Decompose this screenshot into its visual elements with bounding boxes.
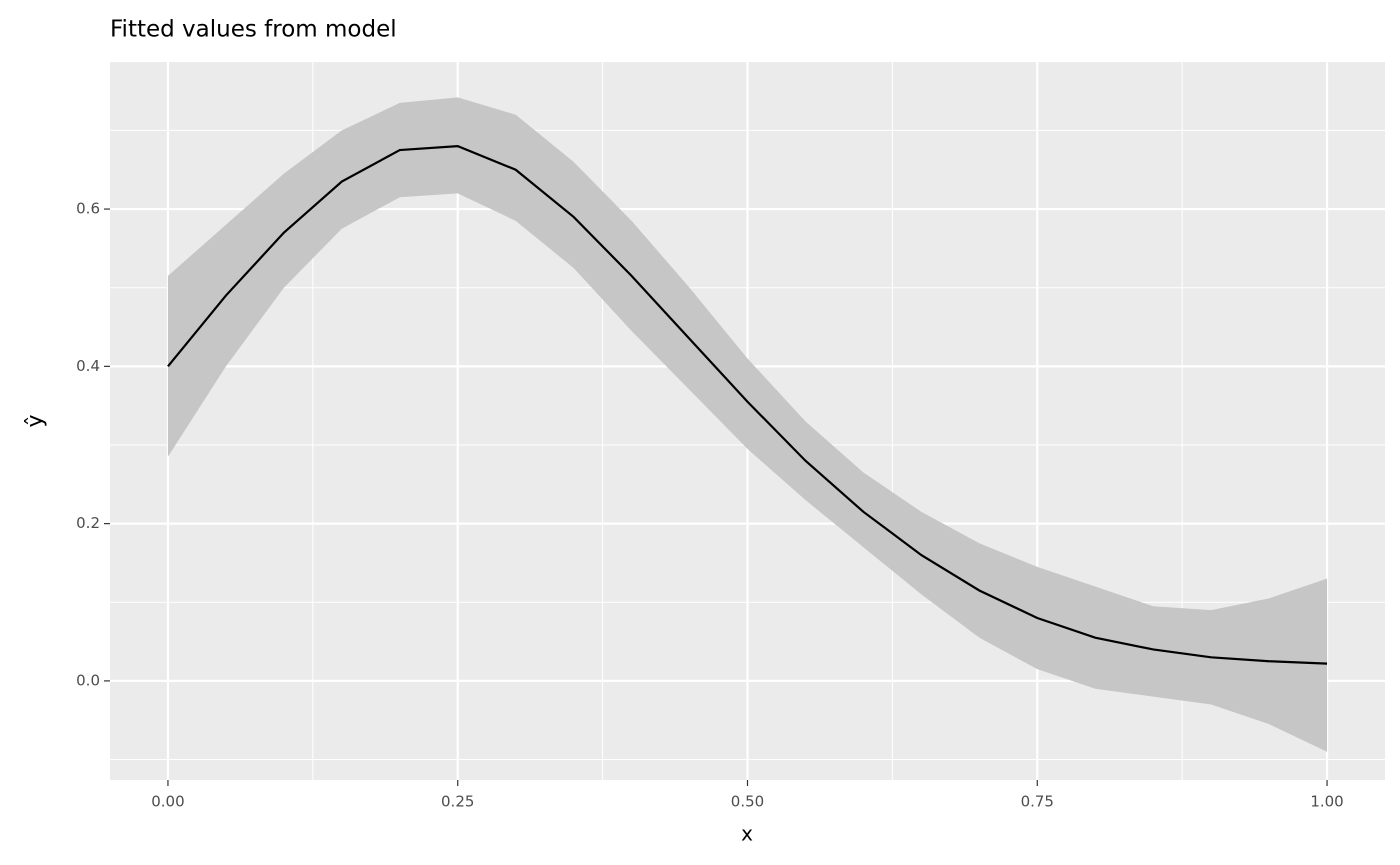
- y-tick-label: 0.2: [76, 514, 100, 532]
- y-axis-title: ŷ: [23, 414, 48, 427]
- y-tick-label: 0.0: [76, 671, 100, 689]
- y-tick-label: 0.6: [76, 200, 100, 218]
- fit-line: [167, 145, 1328, 665]
- x-tick-label: 1.00: [1310, 793, 1343, 811]
- confidence-band: [167, 97, 1328, 752]
- y-tick-label: 0.4: [76, 357, 100, 375]
- x-tick-label: 0.00: [151, 793, 184, 811]
- x-tick-label: 0.25: [441, 793, 474, 811]
- x-tick-label: 0.50: [731, 793, 764, 811]
- x-tick-label: 0.75: [1021, 793, 1054, 811]
- x-axis-title: x: [741, 822, 753, 846]
- chart-title: Fitted values from model: [110, 17, 397, 43]
